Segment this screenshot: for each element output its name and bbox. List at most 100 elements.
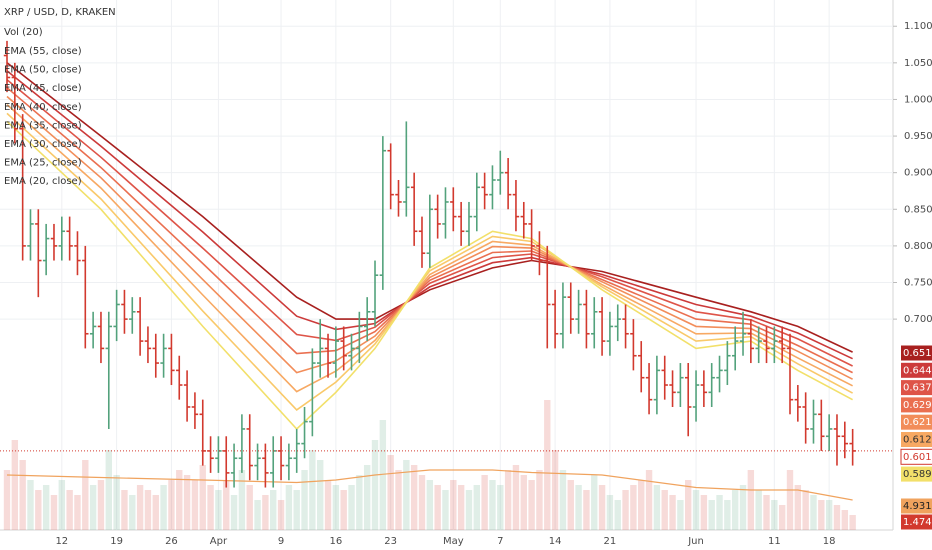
volume-bar: [262, 495, 269, 530]
x-tick-label: 19: [110, 536, 123, 547]
legend: XRP / USD, D, KRAKEN Vol (20) EMA (55, cl…: [4, 7, 116, 187]
last-value-badge: [901, 345, 932, 361]
x-tick-label: 7: [497, 536, 503, 547]
ema-line: [6, 120, 853, 431]
volume-bar: [324, 480, 332, 530]
volume-bar: [387, 455, 394, 530]
volume-bar: [465, 490, 473, 530]
y-tick-label: 0.75000: [904, 278, 932, 289]
volume-bar: [818, 500, 825, 530]
legend-entry: EMA (35, close): [4, 120, 82, 131]
volume-bar: [363, 465, 371, 530]
volume-bar: [403, 460, 410, 530]
price-bars: [0, 40, 893, 488]
volume-bar: [786, 470, 794, 530]
legend-entry: EMA (25, close): [4, 158, 82, 169]
last-value-badge: [901, 414, 932, 430]
volume-bar: [89, 485, 97, 530]
legend-entry: Vol (20): [4, 27, 43, 38]
volume-bar: [82, 460, 89, 530]
volume-bar: [755, 490, 762, 530]
x-tick-label: 26: [165, 536, 178, 547]
volume-bar: [559, 470, 567, 530]
volume-bar: [614, 500, 621, 530]
volume-bar: [630, 485, 637, 530]
volume-bar: [418, 475, 426, 530]
volume-bar: [700, 495, 708, 530]
volume-bar: [536, 470, 543, 530]
volume-bar: [35, 490, 42, 530]
volume-bar: [301, 470, 308, 530]
last-value-badge: [901, 380, 932, 396]
volume-bar: [246, 485, 253, 530]
volume-bar: [716, 495, 723, 530]
x-tick-label: 14: [549, 536, 562, 547]
volume-bar: [105, 450, 112, 530]
volume-bar: [645, 470, 653, 530]
volume-bar: [113, 475, 120, 530]
last-value-label: 0.61224: [903, 435, 932, 446]
volume-bar: [66, 490, 73, 530]
volume-bar: [685, 480, 692, 530]
ema-line: [6, 70, 853, 360]
volume-bar: [677, 500, 684, 530]
volume-bar: [230, 495, 238, 530]
volume-bar: [223, 480, 230, 530]
volume-bar: [551, 450, 559, 530]
volume-bar: [332, 485, 340, 530]
volume-bar: [598, 485, 606, 530]
volume-bar: [606, 495, 614, 530]
volume-bar: [426, 480, 434, 530]
volume-bar: [293, 490, 300, 530]
ema-line: [6, 112, 853, 411]
volume-pane: [3, 400, 856, 530]
volume-bar: [434, 485, 441, 530]
volume-bar: [395, 470, 402, 530]
volume-bar: [74, 495, 81, 530]
last-value-label: 0.58934: [903, 469, 932, 480]
volume-bar: [489, 480, 496, 530]
volume-label: 4.931M: [903, 501, 932, 512]
volume-bar: [825, 500, 833, 530]
volume-bar: [58, 480, 66, 530]
last-value-label: 0.62996: [903, 400, 932, 411]
volume-bar: [739, 485, 747, 530]
legend-entry: EMA (30, close): [4, 139, 82, 150]
volume-bar: [450, 480, 457, 530]
grid: [0, 0, 893, 530]
volume-bar: [591, 475, 598, 530]
y-tick-label: 1.05000: [904, 58, 932, 69]
x-tick-label: 11: [768, 536, 781, 547]
volume-bar: [207, 485, 214, 530]
volume-bar: [410, 465, 418, 530]
volume-bar: [473, 485, 480, 530]
volume-bar: [270, 490, 277, 530]
volume-label: 1.474M: [903, 517, 932, 528]
volume-bar: [669, 495, 676, 530]
x-tick-label: 9: [278, 536, 284, 547]
volume-bar: [379, 420, 387, 530]
volume-bar: [27, 480, 34, 530]
y-tick-label: 0.80000: [904, 241, 932, 252]
volume-bar: [724, 500, 731, 530]
volume-bar: [348, 485, 355, 530]
last-value-label: 0.63769: [903, 383, 932, 394]
volume-bar: [176, 470, 183, 530]
x-tick-label: Jun: [687, 536, 704, 547]
volume-bar: [849, 515, 856, 530]
volume-bar: [638, 480, 645, 530]
volume-bar: [285, 485, 293, 530]
volume-bar: [168, 480, 175, 530]
x-tick-label: 16: [329, 536, 342, 547]
volume-bar: [254, 500, 261, 530]
volume-bar: [50, 495, 58, 530]
last-value-label: 0.60160: [903, 452, 932, 463]
y-tick-label: 0.85000: [904, 204, 932, 215]
y-tick-label: 1.10000: [904, 21, 932, 32]
last-value-badge: [901, 397, 932, 413]
volume-bar: [3, 470, 11, 530]
ema-line: [6, 79, 853, 367]
volume-bar: [340, 490, 347, 530]
